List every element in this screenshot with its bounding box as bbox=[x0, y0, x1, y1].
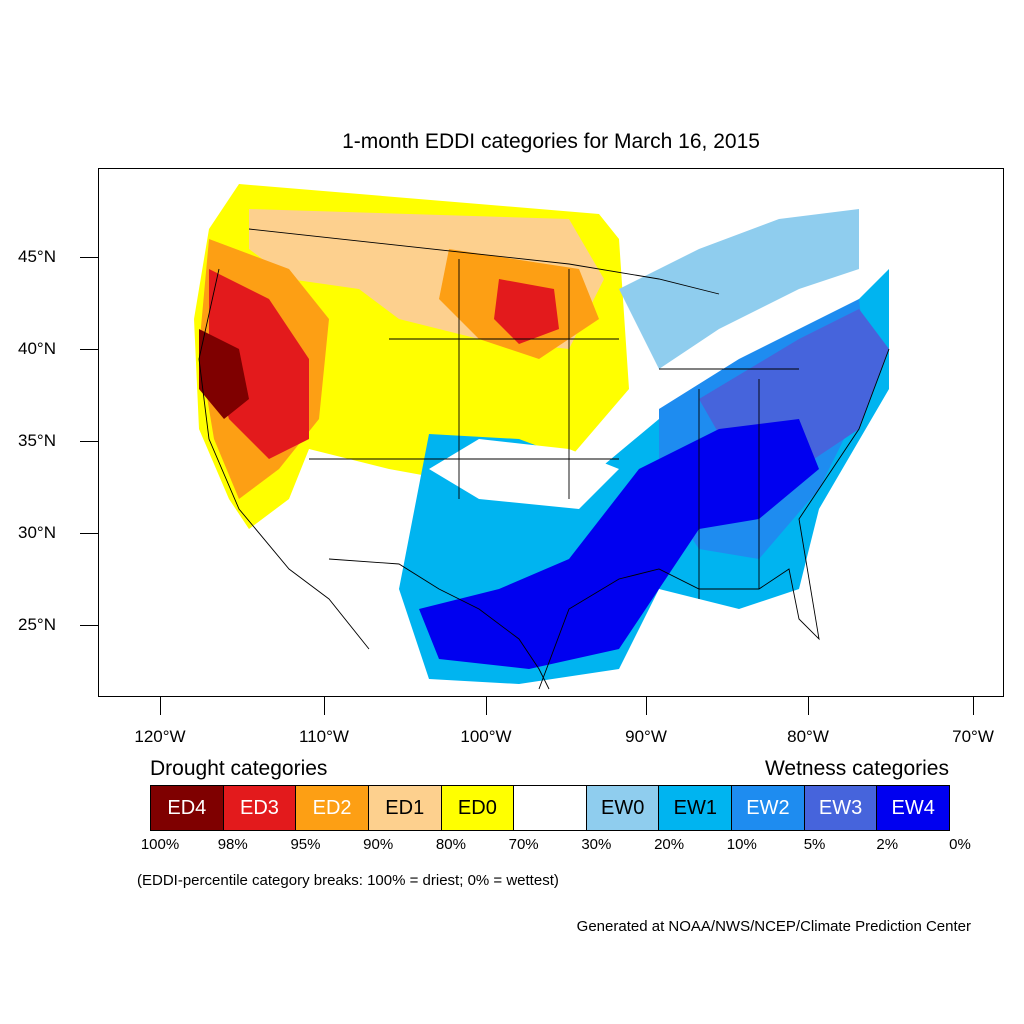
percent-break-label: 95% bbox=[290, 836, 321, 853]
boundary-line bbox=[538, 348, 890, 690]
boundary-line bbox=[309, 259, 619, 499]
legend-box-ed4: ED4 bbox=[151, 786, 224, 830]
percent-break-label: 98% bbox=[217, 836, 248, 853]
legend-box-ew3: EW3 bbox=[804, 786, 878, 830]
break-note: (EDDI-percentile category breaks: 100% =… bbox=[137, 872, 559, 889]
lat-tick bbox=[80, 441, 98, 442]
lat-tick bbox=[80, 257, 98, 258]
lon-tick bbox=[324, 697, 325, 715]
legend-box-ew4: EW4 bbox=[877, 786, 950, 830]
region-ed3-plains bbox=[494, 279, 559, 344]
map-panel bbox=[98, 168, 1004, 697]
region-ed4-coast bbox=[199, 329, 249, 419]
lon-tick bbox=[973, 697, 974, 715]
lat-tick bbox=[80, 349, 98, 350]
lat-label-30: 30°N bbox=[18, 523, 56, 542]
region-neutral-plains bbox=[429, 439, 619, 509]
legend-box-ed3: ED3 bbox=[223, 786, 297, 830]
legend-colorbar: ED4 ED3 ED2 ED1 ED0 EW0 EW1 EW2 EW3 EW4 bbox=[150, 785, 950, 831]
category-fills bbox=[194, 184, 889, 684]
credit-text: Generated at NOAA/NWS/NCEP/Climate Predi… bbox=[576, 918, 971, 935]
legend-box-ed1: ED1 bbox=[368, 786, 442, 830]
eddi-map bbox=[194, 184, 890, 690]
lon-label-80: 80°W bbox=[787, 727, 829, 746]
lat-tick bbox=[80, 625, 98, 626]
legend-box-ew0: EW0 bbox=[586, 786, 660, 830]
lat-tick bbox=[80, 533, 98, 534]
percent-break-label: 20% bbox=[654, 836, 685, 853]
legend-box-neutral bbox=[514, 786, 587, 830]
region-ew4 bbox=[419, 419, 819, 669]
lat-label-40: 40°N bbox=[18, 339, 56, 358]
percent-break-label: 90% bbox=[363, 836, 394, 853]
percent-break-label: 30% bbox=[581, 836, 612, 853]
percent-break-label: 2% bbox=[876, 836, 899, 853]
lon-label-120: 120°W bbox=[134, 727, 186, 746]
percent-break-label: 0% bbox=[949, 836, 971, 853]
lon-tick bbox=[808, 697, 809, 715]
lon-tick bbox=[160, 697, 161, 715]
boundary-line bbox=[659, 368, 799, 599]
legend-box-ew1: EW1 bbox=[659, 786, 733, 830]
lon-label-70: 70°W bbox=[952, 727, 994, 746]
region-ed3-west bbox=[209, 269, 309, 459]
lon-label-90: 90°W bbox=[625, 727, 667, 746]
percent-break-label: 100% bbox=[140, 836, 180, 853]
percent-break-label: 80% bbox=[435, 836, 466, 853]
boundary-line bbox=[248, 228, 720, 295]
boundary-line bbox=[198, 268, 370, 650]
lon-label-110: 110°W bbox=[299, 727, 349, 746]
state-boundaries bbox=[198, 228, 890, 690]
lat-label-45: 45°N bbox=[18, 247, 56, 266]
boundary-line bbox=[328, 558, 550, 690]
legend-box-ed2: ED2 bbox=[296, 786, 369, 830]
lon-tick bbox=[646, 697, 647, 715]
lat-label-25: 25°N bbox=[18, 615, 56, 634]
map-title: 1-month EDDI categories for March 16, 20… bbox=[342, 130, 760, 153]
percent-break-label: 70% bbox=[508, 836, 539, 853]
lat-label-35: 35°N bbox=[18, 431, 56, 450]
percent-break-label: 10% bbox=[726, 836, 757, 853]
legend-box-ew2: EW2 bbox=[732, 786, 805, 830]
lon-label-100: 100°W bbox=[460, 727, 512, 746]
region-ew0 bbox=[619, 209, 859, 369]
percent-break-label: 5% bbox=[803, 836, 826, 853]
drought-heading: Drought categories bbox=[150, 757, 328, 780]
legend-box-ed0: ED0 bbox=[441, 786, 515, 830]
lon-tick bbox=[486, 697, 487, 715]
wetness-heading: Wetness categories bbox=[764, 757, 949, 780]
